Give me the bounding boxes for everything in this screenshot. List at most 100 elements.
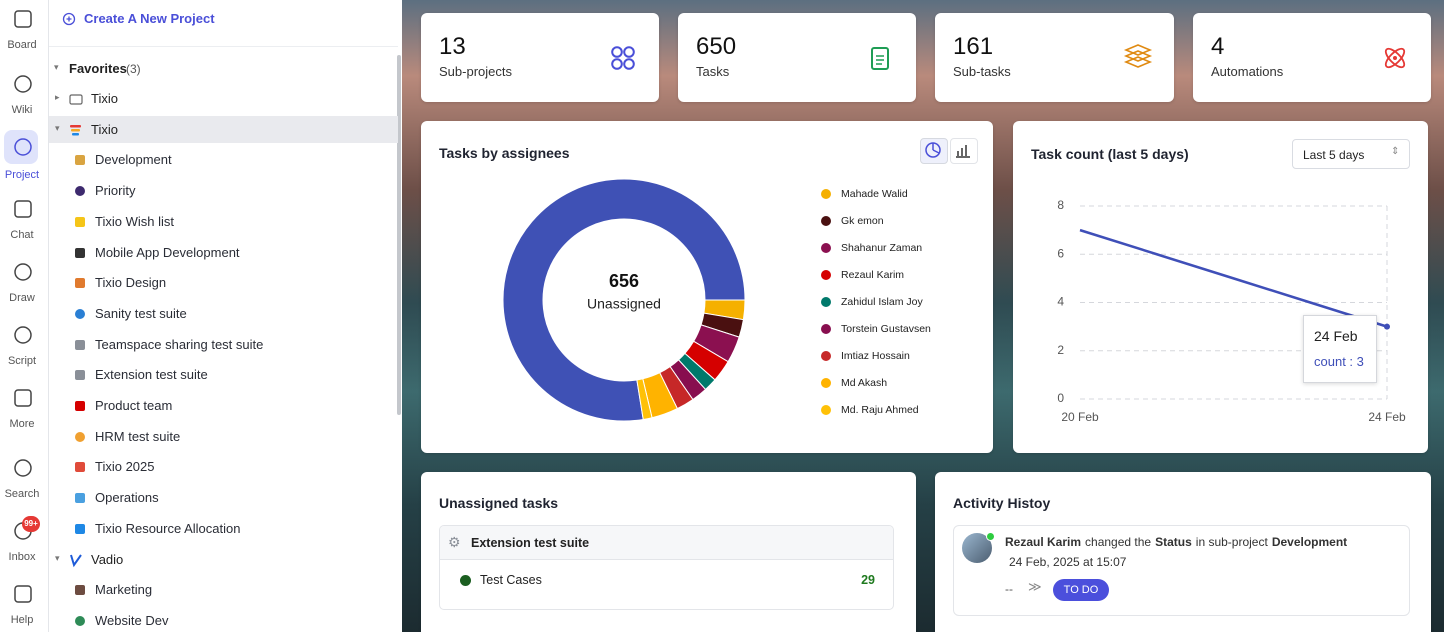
activity-field: Status xyxy=(1155,535,1192,549)
subproject-name: Development xyxy=(95,152,172,168)
toggle-bar[interactable] xyxy=(950,138,978,164)
favorites-header[interactable]: ▾ Favorites (3) xyxy=(54,60,254,78)
subproject-row[interactable]: Priority xyxy=(49,177,398,204)
favorites-count: (3) xyxy=(126,62,141,76)
icon-shape xyxy=(75,308,85,319)
subproject-icon xyxy=(75,308,85,319)
subproject-row[interactable]: Operations xyxy=(49,484,398,511)
rail-icon xyxy=(14,326,32,344)
task-row[interactable]: Test Cases 29 xyxy=(440,560,893,600)
subproject-row[interactable]: Development xyxy=(49,146,398,173)
caret: ▾ xyxy=(54,62,59,72)
icon-shape xyxy=(75,523,85,534)
pie-slice xyxy=(636,378,653,421)
create-project[interactable]: Create A New Project xyxy=(62,10,262,28)
subproject-row[interactable]: HRM test suite xyxy=(49,423,398,450)
subproject-icon xyxy=(75,615,85,626)
subproject-row[interactable]: Website Dev xyxy=(49,607,398,632)
toggle-icons xyxy=(925,142,970,158)
icon-shape xyxy=(1123,44,1153,56)
legend-swatch xyxy=(821,324,831,334)
card-title: Activity Histoy xyxy=(953,495,1051,511)
rail-icon xyxy=(14,585,32,603)
rail-item[interactable]: Draw xyxy=(2,255,46,309)
caret: ▸ xyxy=(55,92,60,102)
select-caret: ⇕ xyxy=(1391,146,1400,157)
rail-item[interactable]: Board xyxy=(2,2,46,56)
icon-shape xyxy=(1123,56,1153,68)
subproject-row[interactable]: Teamspace sharing test suite xyxy=(49,331,398,358)
subproject-row[interactable]: Sanity test suite xyxy=(49,300,398,327)
rail-item[interactable]: More xyxy=(2,381,46,435)
chart-toggle[interactable] xyxy=(920,138,978,164)
subproject-name: Priority xyxy=(95,183,136,199)
subproject-name: Mobile App Development xyxy=(95,244,240,260)
plus-sign xyxy=(66,16,72,22)
icon-shape xyxy=(14,75,32,93)
icon-shape xyxy=(1393,56,1397,60)
subproject-name: Tixio 2025 xyxy=(95,459,155,475)
subproject-row[interactable]: Mobile App Development xyxy=(49,239,398,266)
subproject-row[interactable]: Tixio Design xyxy=(49,269,398,296)
rail-label: Wiki xyxy=(11,104,33,116)
project-icon xyxy=(69,94,83,105)
subproject-name: Sanity test suite xyxy=(95,305,187,321)
activity-entry: Rezaul Karim changed the Status in sub-proj… xyxy=(953,525,1410,616)
project-row[interactable]: ▾ Vadio xyxy=(49,546,398,573)
icon-shape xyxy=(14,138,32,156)
subproject-row[interactable]: Marketing xyxy=(49,576,398,603)
subproject-row[interactable]: Tixio Wish list xyxy=(49,208,398,235)
icon-shape xyxy=(871,47,889,70)
donut: 656 Unassigned xyxy=(502,178,746,422)
stat-icon xyxy=(1384,47,1406,69)
rail-item[interactable]: Search xyxy=(2,451,46,505)
legend-label: Mahade Walid xyxy=(841,188,908,200)
range-select[interactable]: Last 5 days ⇕ xyxy=(1292,139,1410,169)
caret: ▾ xyxy=(55,552,60,563)
rail-icon xyxy=(14,389,32,407)
chart-card: Task count (last 5 days) Last 5 days ⇕ 0 2 4 6… xyxy=(1013,121,1428,453)
project-row[interactable]: ▾ Tixio xyxy=(49,115,398,143)
activity-action: changed the xyxy=(1085,535,1152,549)
icon-shape xyxy=(75,339,85,350)
x-tick-label: 24 Feb xyxy=(1368,410,1406,424)
stat-card: 4 Automations xyxy=(1193,13,1431,102)
scrollbar xyxy=(397,55,401,415)
stat-icon xyxy=(871,47,889,70)
legend: Mahade Walid Gk emon Shahanur Zaman Rezaul … xyxy=(816,181,976,436)
rail-item[interactable]: Help xyxy=(2,577,46,631)
subproject-row[interactable]: Extension test suite xyxy=(49,361,398,388)
stat-label: Tasks xyxy=(696,64,730,79)
tooltip-title: 24 Feb xyxy=(1314,328,1358,344)
center-label: Unassigned xyxy=(587,296,661,312)
rail-icon xyxy=(14,138,32,156)
rail-label: Script xyxy=(7,355,37,367)
subproject-name: Marketing xyxy=(95,582,153,598)
icon-shape xyxy=(75,186,85,197)
status-from: -- xyxy=(1005,582,1013,596)
subproject-row[interactable]: Tixio Resource Allocation xyxy=(49,515,398,542)
subproject-row[interactable]: Product team xyxy=(49,392,398,419)
rail-item[interactable]: Wiki xyxy=(2,67,46,121)
icon-shape xyxy=(75,155,85,166)
card-title: Unassigned tasks xyxy=(439,495,559,511)
icon-shape xyxy=(14,585,32,603)
tooltip-text: count : 3 xyxy=(1314,354,1364,369)
icon-shape xyxy=(75,462,85,473)
create-label: Create A New Project xyxy=(84,11,215,26)
subproject-name: Extension test suite xyxy=(95,367,208,383)
project-row[interactable]: ▸ Tixio xyxy=(49,85,398,112)
stat-value: 650 xyxy=(696,33,737,60)
plus-circle xyxy=(62,12,76,26)
icon-shape xyxy=(623,58,635,70)
inbox-badge: 99+ xyxy=(22,516,40,532)
subproject-icon xyxy=(75,186,85,197)
legend-label: Torstein Gustavsen xyxy=(841,323,931,335)
chart-title: Task count (last 5 days) xyxy=(1031,146,1189,162)
row-count: 29 xyxy=(861,573,875,587)
subproject-row[interactable]: Tixio 2025 xyxy=(49,453,398,480)
rail-item[interactable]: Script xyxy=(2,318,46,372)
rail-item[interactable]: Project xyxy=(2,130,46,188)
pie-slice xyxy=(502,178,746,422)
rail-item[interactable]: Chat xyxy=(2,192,46,246)
